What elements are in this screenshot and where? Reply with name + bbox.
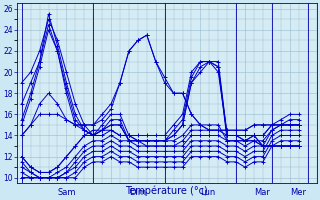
Text: Sam: Sam [58, 188, 76, 197]
Text: Lun: Lun [200, 188, 216, 197]
Text: Dim: Dim [129, 188, 146, 197]
X-axis label: Température (°c): Température (°c) [125, 186, 208, 196]
Text: Mer: Mer [290, 188, 306, 197]
Text: Mar: Mar [254, 188, 270, 197]
